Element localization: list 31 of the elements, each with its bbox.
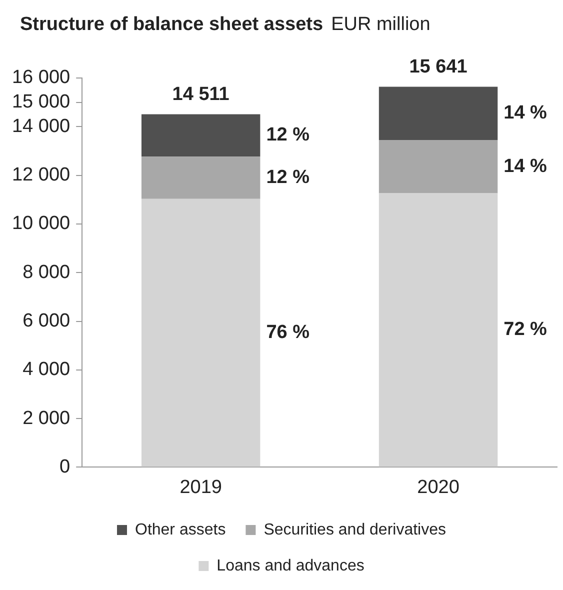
y-tick-label: 2 000 — [22, 408, 70, 429]
total-label: 14 511 — [172, 84, 230, 105]
bar — [378, 86, 498, 140]
bar — [141, 156, 260, 199]
bar — [378, 140, 498, 194]
chart-subtitle: EUR million — [331, 14, 430, 35]
bar — [378, 193, 498, 467]
y-tick-label: 10 000 — [12, 213, 70, 234]
y-tick-label: 0 — [60, 456, 70, 478]
y-tick-label: 15 000 — [12, 92, 70, 113]
x-tick-label: 2019 — [180, 476, 222, 498]
y-tick-label: 12 000 — [12, 164, 70, 186]
y-tick-label: 4 000 — [22, 359, 70, 380]
annotation: 72 % — [504, 319, 548, 340]
legend-label: Other assets — [134, 521, 226, 538]
legend-label: Securities and derivatives — [264, 521, 446, 538]
bar — [141, 198, 260, 467]
annotation: 12 % — [266, 124, 310, 146]
annotation: 14 % — [504, 102, 548, 124]
y-tick-label: 14 000 — [12, 116, 70, 137]
bar — [141, 114, 260, 157]
annotation: 14 % — [504, 156, 548, 177]
total-label: 15 641 — [409, 56, 468, 78]
y-tick-label: 8 000 — [22, 262, 70, 283]
annotation: 76 % — [266, 322, 310, 344]
y-tick-label: 16 000 — [12, 67, 70, 88]
legend-label: Loans and advances — [216, 557, 364, 574]
y-tick-label: 6 000 — [22, 310, 70, 332]
chart-title: Structure of balance sheet assets — [20, 14, 324, 35]
x-tick-label: 2020 — [417, 476, 460, 498]
annotation: 12 % — [266, 166, 310, 188]
